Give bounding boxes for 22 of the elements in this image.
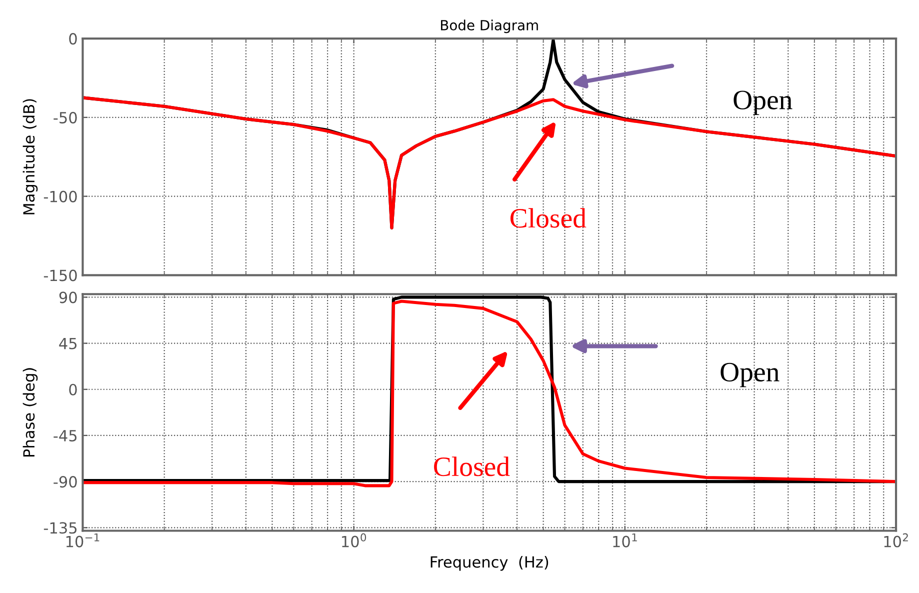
chart-title: Bode Diagram [441,20,538,34]
y-tick-label: -150 [44,270,77,282]
x-tick-label: 10$^{1}$ [613,533,637,548]
y-axis-title: Magnitude (dB) [22,99,38,214]
y-axis-title: Phase (deg) [22,368,38,457]
y-tick-label: -50 [54,112,77,124]
y-tick-label: 45 [59,338,77,350]
y-tick-label: -135 [44,522,77,534]
x-tick-label: 10$^{−1}$ [66,533,100,548]
y-tick-label: -90 [54,476,77,488]
annotation: Closed [434,456,510,476]
y-tick-label: -45 [54,430,77,442]
annotation: Open [720,362,780,388]
y-tick-label: -100 [44,190,77,202]
x-tick-label: 10$^{0}$ [342,533,366,548]
annotation: Open [734,90,792,116]
y-tick-label: 0 [69,33,77,45]
y-tick-label: 90 [59,292,77,304]
y-tick-label: 0 [69,384,77,396]
x-axis-title: Frequency (Hz) [430,556,548,571]
annotation: Closed [510,208,586,228]
x-tick-label: 10$^{2}$ [884,533,908,548]
